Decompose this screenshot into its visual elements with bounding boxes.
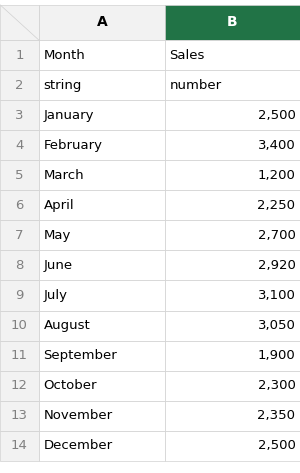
Text: 10: 10 xyxy=(11,319,28,332)
Text: 1,200: 1,200 xyxy=(258,169,296,182)
Bar xyxy=(165,190,300,220)
Bar xyxy=(0,130,39,160)
Text: 3,100: 3,100 xyxy=(258,289,296,302)
Bar xyxy=(165,160,300,190)
Text: 2,500: 2,500 xyxy=(258,109,296,122)
Bar xyxy=(39,70,165,100)
Bar xyxy=(39,5,165,40)
Text: 2,920: 2,920 xyxy=(258,259,296,272)
Text: February: February xyxy=(44,139,103,152)
Text: 13: 13 xyxy=(11,409,28,422)
Text: May: May xyxy=(44,229,71,242)
Text: 1,900: 1,900 xyxy=(258,349,296,362)
Text: A: A xyxy=(97,16,107,29)
Text: 2,250: 2,250 xyxy=(257,199,296,212)
Bar xyxy=(39,100,165,131)
Bar xyxy=(165,430,300,461)
Bar xyxy=(0,70,39,100)
Bar xyxy=(0,371,39,401)
Text: 9: 9 xyxy=(15,289,24,302)
Bar xyxy=(0,430,39,461)
Bar xyxy=(0,40,39,70)
Text: B: B xyxy=(227,16,238,29)
Bar xyxy=(39,280,165,310)
Text: March: March xyxy=(44,169,84,182)
Bar xyxy=(0,280,39,310)
Text: 8: 8 xyxy=(15,259,24,272)
Text: September: September xyxy=(44,349,117,362)
Bar xyxy=(165,371,300,401)
Bar xyxy=(165,130,300,160)
Bar xyxy=(39,371,165,401)
Bar xyxy=(165,310,300,341)
Bar xyxy=(39,130,165,160)
Bar xyxy=(165,341,300,371)
Text: 2,700: 2,700 xyxy=(258,229,296,242)
Bar xyxy=(0,100,39,131)
Text: 14: 14 xyxy=(11,439,28,452)
Text: string: string xyxy=(44,79,82,92)
Bar xyxy=(39,341,165,371)
Text: 2,350: 2,350 xyxy=(257,409,296,422)
Text: April: April xyxy=(44,199,74,212)
Bar xyxy=(165,5,300,40)
Text: June: June xyxy=(44,259,73,272)
Bar xyxy=(165,70,300,100)
Text: 12: 12 xyxy=(11,379,28,392)
Bar xyxy=(0,251,39,280)
Text: 3: 3 xyxy=(15,109,24,122)
Text: 4: 4 xyxy=(15,139,24,152)
Text: 2: 2 xyxy=(15,79,24,92)
Text: 5: 5 xyxy=(15,169,24,182)
Text: July: July xyxy=(44,289,68,302)
Text: 2,300: 2,300 xyxy=(258,379,296,392)
Bar xyxy=(0,341,39,371)
Text: November: November xyxy=(44,409,112,422)
Bar xyxy=(0,220,39,251)
Bar xyxy=(0,5,39,40)
Text: Month: Month xyxy=(44,49,85,61)
Text: 6: 6 xyxy=(15,199,24,212)
Bar xyxy=(39,160,165,190)
Text: August: August xyxy=(44,319,90,332)
Bar xyxy=(39,251,165,280)
Bar xyxy=(0,160,39,190)
Bar xyxy=(39,430,165,461)
Text: Sales: Sales xyxy=(169,49,205,61)
Bar xyxy=(39,310,165,341)
Bar xyxy=(165,100,300,131)
Bar xyxy=(165,40,300,70)
Bar xyxy=(39,401,165,430)
Text: January: January xyxy=(44,109,94,122)
Text: October: October xyxy=(44,379,97,392)
Bar xyxy=(0,310,39,341)
Bar xyxy=(39,190,165,220)
Text: 7: 7 xyxy=(15,229,24,242)
Bar xyxy=(0,190,39,220)
Bar xyxy=(165,401,300,430)
Text: 3,050: 3,050 xyxy=(258,319,296,332)
Text: 1: 1 xyxy=(15,49,24,61)
Text: 2,500: 2,500 xyxy=(258,439,296,452)
Bar xyxy=(39,220,165,251)
Text: December: December xyxy=(44,439,112,452)
Bar xyxy=(39,40,165,70)
Text: 11: 11 xyxy=(11,349,28,362)
Text: 3,400: 3,400 xyxy=(258,139,296,152)
Bar xyxy=(0,401,39,430)
Bar xyxy=(165,251,300,280)
Text: number: number xyxy=(169,79,222,92)
Bar xyxy=(165,220,300,251)
Bar xyxy=(165,280,300,310)
